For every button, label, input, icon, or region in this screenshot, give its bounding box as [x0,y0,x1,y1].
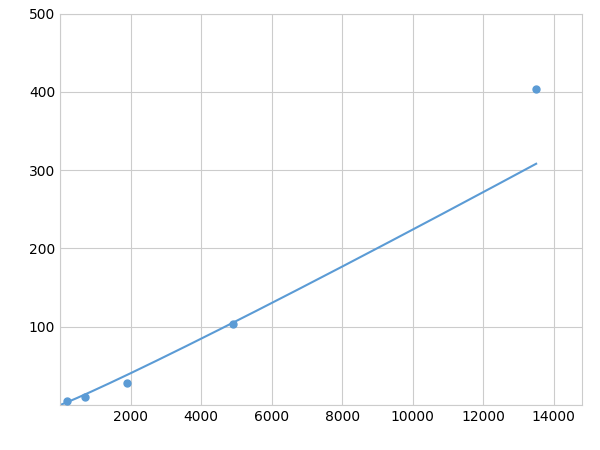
Point [228,321,238,328]
Point [62,397,72,405]
Point [532,86,541,93]
Point [80,394,89,401]
Point [122,379,132,387]
